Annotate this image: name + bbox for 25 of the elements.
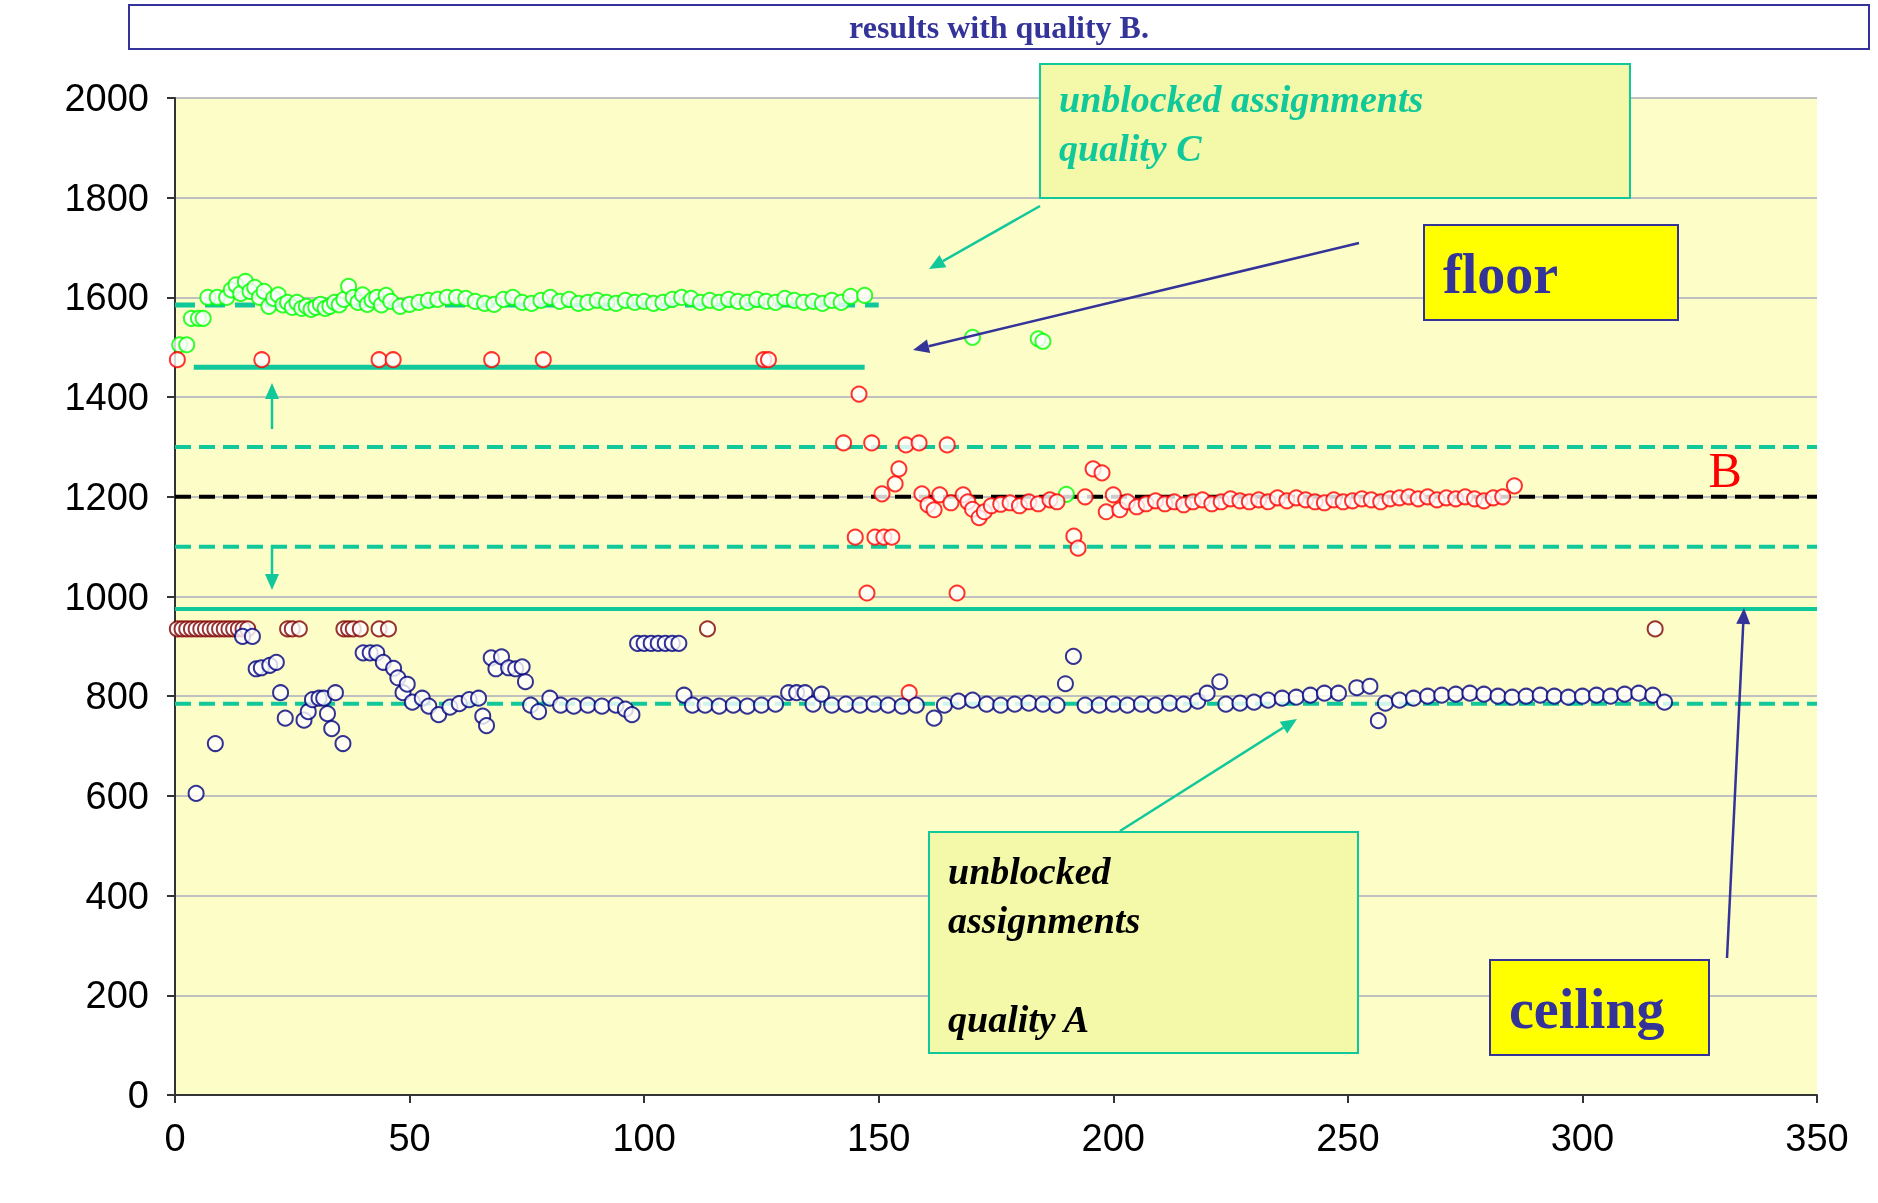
y-tick-label: 1000 (64, 575, 149, 618)
x-tick-label: 0 (164, 1117, 186, 1159)
y-tick-label: 600 (85, 774, 149, 817)
x-tick-label: 250 (1316, 1117, 1380, 1159)
text-box: unblocked assignments quality C (1039, 63, 1631, 199)
y-tick-label: 400 (85, 874, 149, 917)
y-tick-label: 800 (85, 675, 149, 718)
y-tick-label: 1800 (64, 176, 149, 219)
text-box: ceiling (1489, 959, 1710, 1056)
annotation: B (1708, 440, 1742, 499)
y-tick-label: 1200 (64, 475, 149, 518)
text-box: floor (1423, 224, 1679, 321)
x-tick-label: 200 (1081, 1117, 1145, 1159)
y-tick-label: 1600 (64, 276, 149, 319)
y-tick-label: 1400 (64, 376, 149, 419)
x-tick-label: 350 (1785, 1117, 1849, 1159)
x-tick-label: 100 (612, 1117, 676, 1159)
y-tick-label: 200 (85, 974, 149, 1017)
y-tick-label: 0 (127, 1074, 149, 1116)
y-tick-label: 2000 (64, 77, 149, 119)
x-tick-label: 50 (388, 1117, 431, 1159)
x-tick-label: 150 (847, 1117, 911, 1159)
x-tick-label: 300 (1550, 1117, 1615, 1159)
text-box: unblocked assignments quality A (928, 831, 1359, 1054)
chart-title: results with quality B. (128, 4, 1870, 50)
